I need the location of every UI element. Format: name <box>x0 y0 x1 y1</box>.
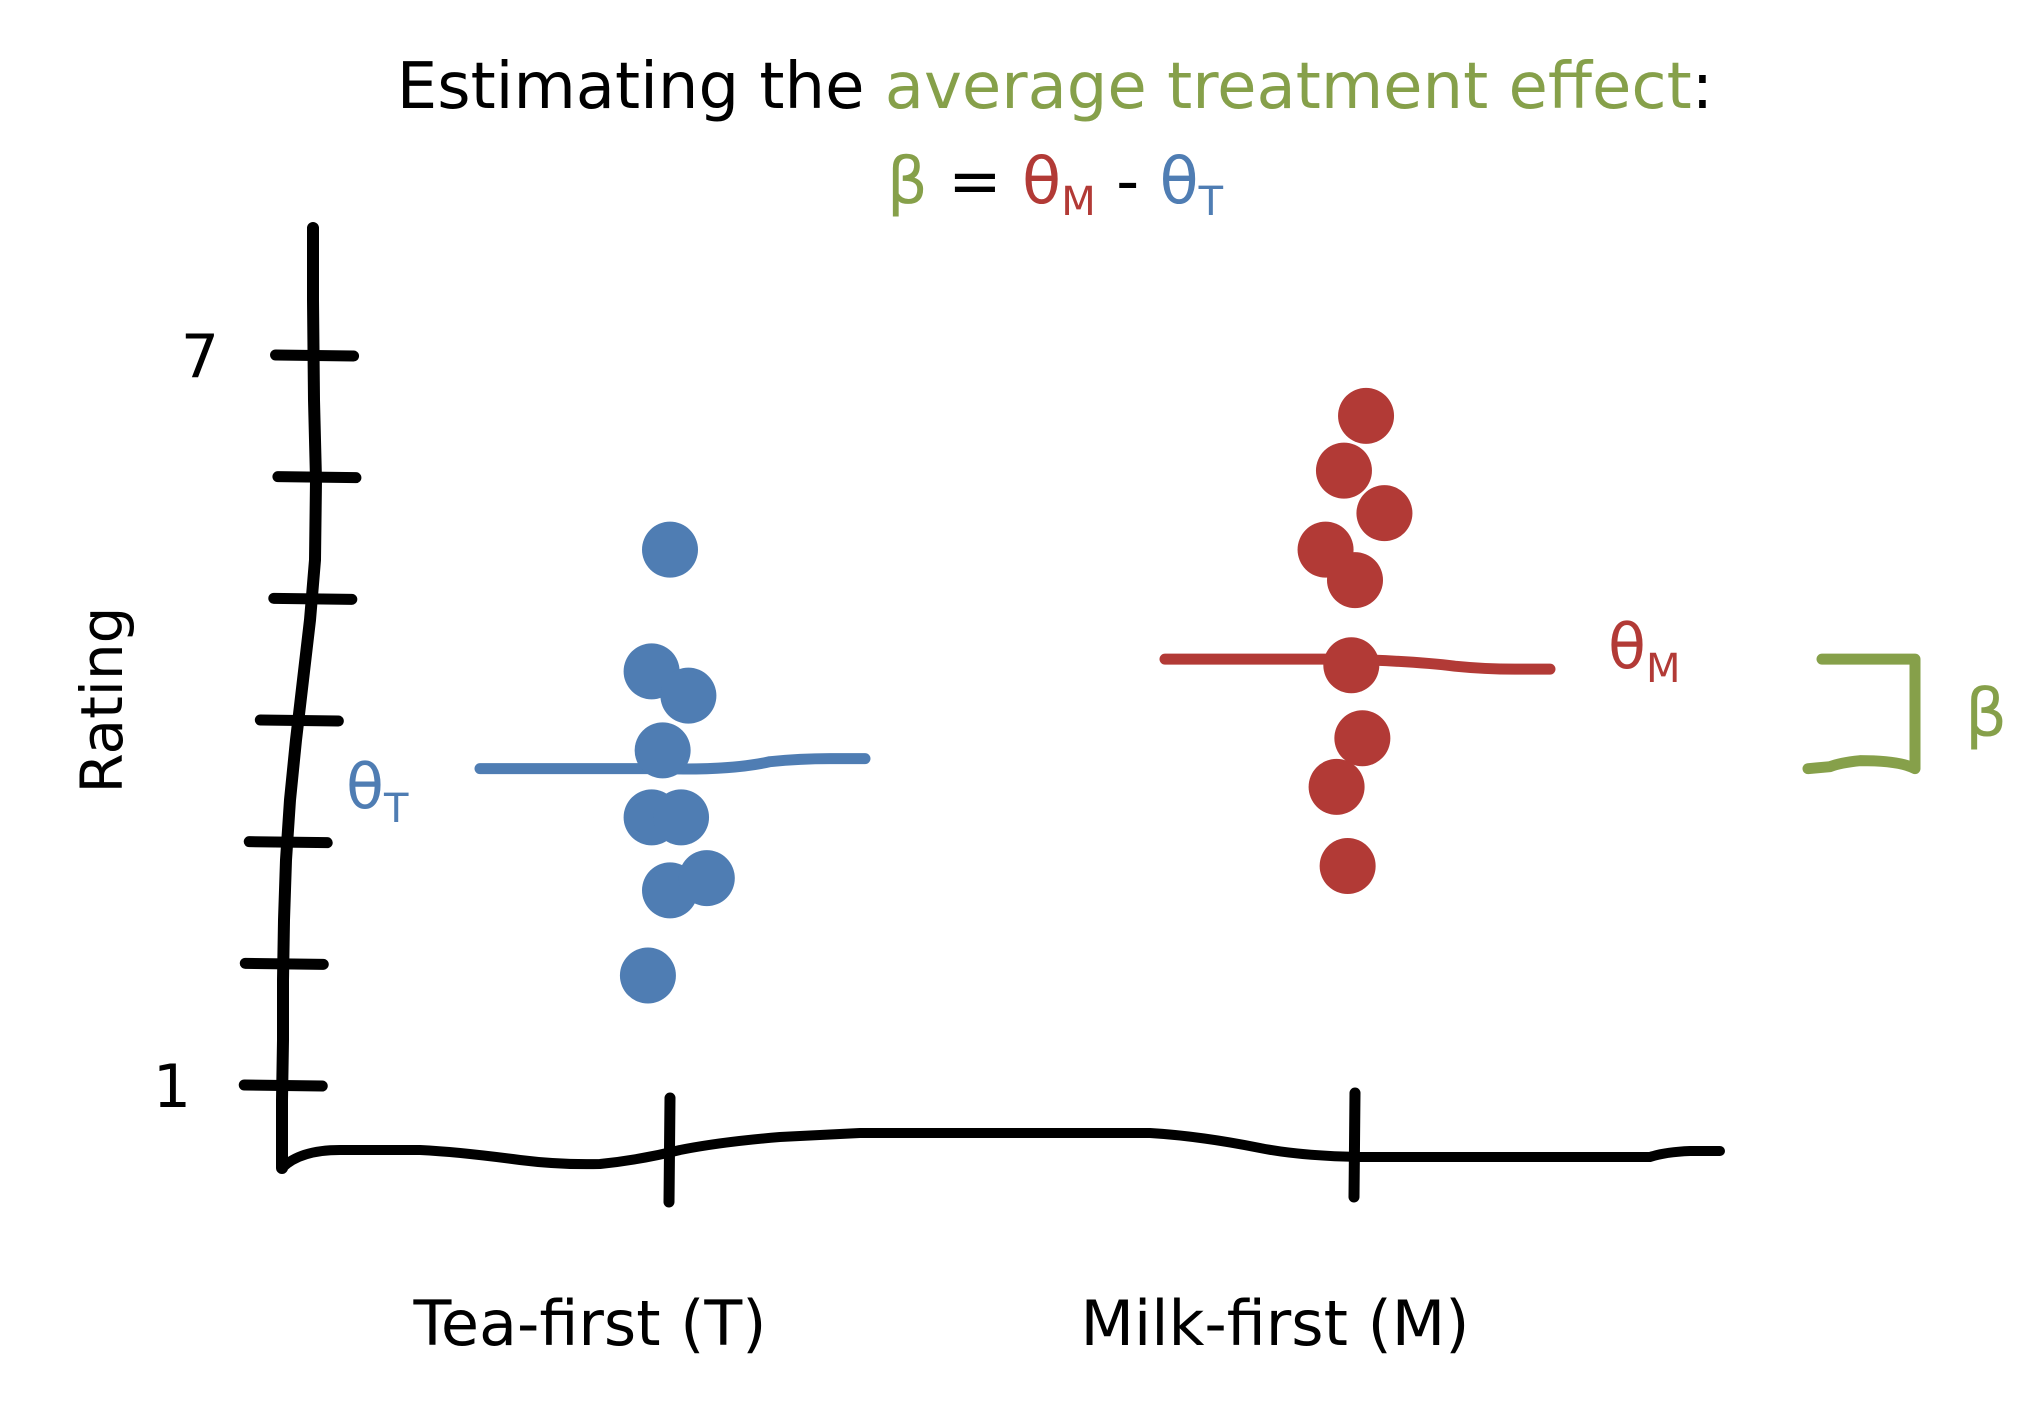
theta-m-symbol: θ <box>1608 610 1646 683</box>
beta-label: β <box>1965 675 2007 752</box>
y-tick-label-7: 7 <box>181 322 219 392</box>
point-milk-2 <box>1315 442 1372 499</box>
x-ticks <box>663 1087 1361 1208</box>
point-milk-5 <box>1327 552 1383 609</box>
data-points <box>619 387 1413 1004</box>
y-tick-3 <box>243 836 333 849</box>
point-milk-9 <box>1319 838 1376 894</box>
theta-t-subscript: T <box>383 786 409 832</box>
y-tick-5 <box>268 592 358 605</box>
y-axis-label: Rating <box>68 607 136 794</box>
formula-minus: - <box>1096 145 1160 219</box>
point-milk-8 <box>1308 758 1365 815</box>
chart-title: Estimating the average treatment effect: <box>397 50 1713 124</box>
theta-m-subscript: M <box>1646 646 1681 692</box>
theta-m-label: θM <box>1608 610 1680 692</box>
formula-sub-m: M <box>1061 179 1096 225</box>
theta-t-symbol: θ <box>346 750 384 823</box>
chart-formula: β = θM - θT <box>887 145 1224 225</box>
y-ticks <box>238 349 362 1092</box>
point-tea-1 <box>642 521 698 578</box>
title-prefix: Estimating the <box>397 50 885 124</box>
point-tea-8 <box>678 850 735 907</box>
formula-theta-t: θ <box>1160 145 1199 219</box>
formula-theta-m: θ <box>1022 145 1061 219</box>
x-tick-tea <box>663 1092 676 1208</box>
y-tick-1 <box>238 1079 328 1092</box>
point-milk-7 <box>1334 710 1391 767</box>
y-tick-label-1: 1 <box>153 1052 191 1122</box>
x-category-label-tea: Tea-first (T) <box>413 1287 767 1360</box>
formula-sub-t: T <box>1198 179 1224 225</box>
y-tick-7 <box>270 349 360 362</box>
x-tick-milk <box>1348 1087 1361 1203</box>
title-suffix: : <box>1692 50 1714 124</box>
y-tick-4 <box>254 714 344 727</box>
point-milk-3 <box>1356 485 1413 542</box>
point-tea-9 <box>619 947 676 1004</box>
mean-line-tea <box>474 753 871 775</box>
x-axis-line <box>277 1128 1725 1173</box>
y-axis-line <box>276 222 322 1174</box>
formula-equals: = <box>928 145 1022 219</box>
title-highlight: average treatment effect <box>885 50 1692 124</box>
theta-t-label: θT <box>346 750 409 832</box>
y-tick-2 <box>239 957 329 970</box>
y-tick-6 <box>272 471 362 484</box>
point-tea-6 <box>653 789 710 846</box>
formula-beta: β <box>887 145 928 219</box>
point-milk-1 <box>1338 387 1395 444</box>
x-category-label-milk: Milk-first (M) <box>1081 1287 1470 1360</box>
point-milk-6 <box>1323 637 1380 694</box>
point-tea-3 <box>660 667 717 724</box>
beta-bracket <box>1802 653 1921 775</box>
point-tea-4 <box>634 722 691 779</box>
